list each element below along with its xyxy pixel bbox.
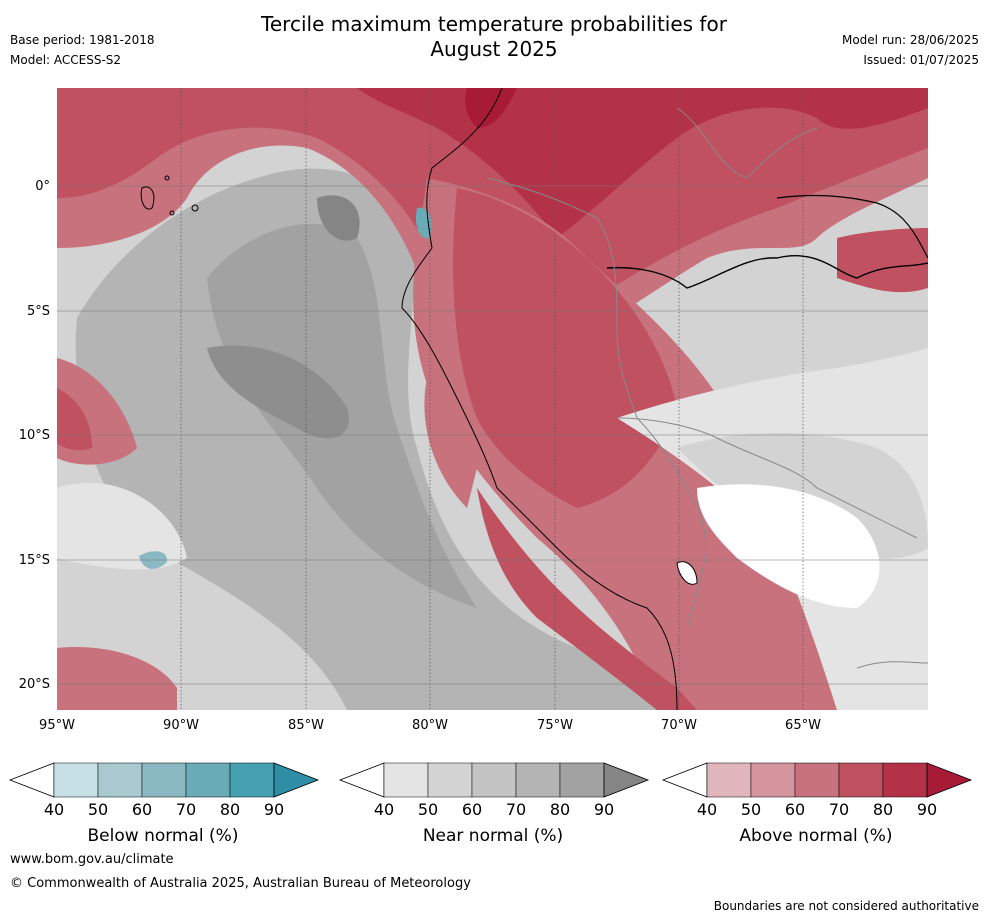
colorbar-segment <box>794 762 840 798</box>
issued-date: Issued: 01/07/2025 <box>863 53 979 67</box>
lon-label-80w: 80°W <box>412 718 448 733</box>
colorbar-tick-label: 40 <box>43 800 65 819</box>
lon-label-85w: 85°W <box>288 718 324 733</box>
probability-map <box>57 88 928 710</box>
map-svg <box>57 88 928 710</box>
colorbar-extend-high <box>926 762 973 798</box>
lon-label-90w: 90°W <box>163 718 199 733</box>
colorbar-segment <box>383 762 429 798</box>
colorbar-segment <box>229 762 275 798</box>
colorbar-extend-high <box>273 762 320 798</box>
colorbar-tick-label: 80 <box>872 800 894 819</box>
colorbar-tick-label: 90 <box>916 800 938 819</box>
colorbar-tick-label: 60 <box>784 800 806 819</box>
river-north <box>776 194 928 259</box>
colorbar-below-normal <box>8 762 320 798</box>
colorbar-segment <box>185 762 231 798</box>
lat-label-15s: 15°S <box>18 553 50 568</box>
colorbar-near-normal <box>338 762 650 798</box>
lon-label-65w: 65°W <box>785 718 821 733</box>
lon-label-70w: 70°W <box>661 718 697 733</box>
meta-right: Model run: 28/06/2025 Issued: 01/07/2025 <box>842 30 979 70</box>
white-no-signal-region <box>697 484 880 608</box>
title-line-2: August 2025 <box>430 37 558 61</box>
footer-copyright: © Commonwealth of Australia 2025, Austra… <box>10 876 471 891</box>
lat-label-20s: 20°S <box>18 677 50 692</box>
colorbar-tick-label: 40 <box>696 800 718 819</box>
galapagos-islands <box>140 175 199 216</box>
lon-label-95w: 95°W <box>39 718 75 733</box>
colorbar-tick-label: 90 <box>263 800 285 819</box>
colorbar-above-normal <box>661 762 973 798</box>
above-normal-90-blob <box>465 88 517 128</box>
colorbar-tick-label: 70 <box>175 800 197 819</box>
colorbar-segment <box>471 762 517 798</box>
colorbar-tick-label: 50 <box>417 800 439 819</box>
above-normal-coast-70 <box>477 488 697 710</box>
lake-titicaca <box>676 561 698 585</box>
colorbars-svg <box>8 762 973 798</box>
colorbar-segment <box>53 762 99 798</box>
near-normal-40-region <box>57 482 187 570</box>
colorbar-tick-label: 70 <box>505 800 527 819</box>
colorbar-tick-label: 40 <box>373 800 395 819</box>
above-normal-west-70 <box>57 388 92 451</box>
colorbar-segment <box>97 762 143 798</box>
colorbar-label-above: Above normal (%) <box>739 826 893 846</box>
colorbar-tick-label: 50 <box>740 800 762 819</box>
colorbar-tick-label: 90 <box>593 800 615 819</box>
colorbar-tick-label: 80 <box>549 800 571 819</box>
footer-disclaimer: Boundaries are not considered authoritat… <box>713 899 979 913</box>
near-normal-90-blob-1 <box>317 195 360 241</box>
lat-label-5s: 5°S <box>26 304 50 319</box>
colorbar-segment <box>559 762 605 798</box>
colorbar-segment <box>750 762 796 798</box>
meta-left: Base period: 1981-2018 Model: ACCESS-S2 <box>10 30 155 70</box>
colorbar-segment <box>838 762 884 798</box>
lat-label-0: 0° <box>35 179 50 194</box>
colorbar-segment <box>706 762 752 798</box>
colorbar-tick-label: 60 <box>131 800 153 819</box>
country-borders <box>486 107 928 669</box>
latitude-gridlines <box>57 185 928 685</box>
colorbar-tick-label: 60 <box>461 800 483 819</box>
colorbar-label-near: Near normal (%) <box>422 826 564 846</box>
above-normal-andes-70 <box>453 188 677 508</box>
longitude-gridlines <box>180 88 804 710</box>
above-normal-north-80 <box>357 88 928 238</box>
base-period: Base period: 1981-2018 <box>10 33 155 47</box>
colorbar-label-below: Below normal (%) <box>87 826 239 846</box>
colorbar-segment <box>427 762 473 798</box>
colorbar-extend-low <box>338 762 385 798</box>
colorbar-segment <box>515 762 561 798</box>
colorbar-extend-high <box>603 762 650 798</box>
model-name: Model: ACCESS-S2 <box>10 53 122 67</box>
colorbar-tick-label: 50 <box>87 800 109 819</box>
colorbar-extend-low <box>8 762 55 798</box>
footer-url[interactable]: www.bom.gov.au/climate <box>10 852 174 867</box>
above-normal-southwest-60 <box>57 647 177 710</box>
colorbar-extend-low <box>661 762 708 798</box>
chart-title: Tercile maximum temperature probabilitie… <box>0 12 988 62</box>
coastline <box>401 88 678 710</box>
near-normal-90-blob-2 <box>207 345 349 439</box>
colorbar-segment <box>141 762 187 798</box>
river <box>606 255 928 289</box>
colorbar-tick-label: 70 <box>828 800 850 819</box>
title-line-1: Tercile maximum temperature probabilitie… <box>261 12 727 36</box>
lon-label-75w: 75°W <box>537 718 573 733</box>
model-run: Model run: 28/06/2025 <box>841 33 979 47</box>
lat-label-10s: 10°S <box>18 428 50 443</box>
colorbar-tick-label: 80 <box>219 800 241 819</box>
colorbar-segment <box>882 762 928 798</box>
